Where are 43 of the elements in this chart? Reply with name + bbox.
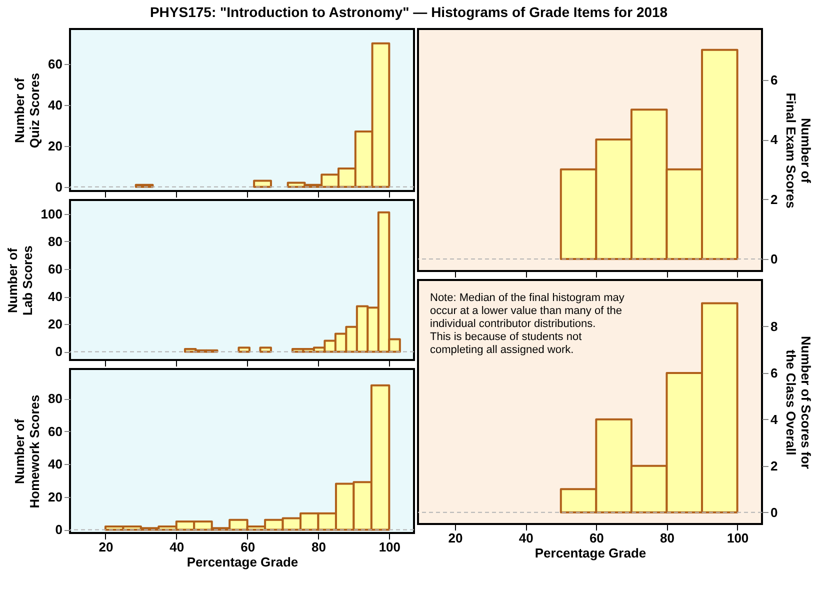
y-tick-label: 80 <box>48 234 62 249</box>
y-axis-title: Number of Quiz Scores <box>12 72 42 148</box>
x-tick-label: 80 <box>312 540 326 554</box>
y2-tick-label: 0 <box>770 252 778 267</box>
y2-tick-label: 4 <box>770 132 778 148</box>
y2-axis-title: Number of Final Exam Scores <box>784 92 814 208</box>
y-tick-label: 40 <box>48 97 62 112</box>
y2-tick-label: 8 <box>770 318 778 334</box>
y2-tick-label: 4 <box>770 412 778 427</box>
chart-title: PHYS175: "Introduction to Astronomy" — Histograms of Grade Items for 2018 <box>150 4 668 20</box>
x-axis-title: Percentage Grade <box>186 554 298 570</box>
y2-axis-title: Number of Scores for the Class Overall <box>784 336 814 469</box>
y-tick-label: 20 <box>48 489 62 504</box>
x-tick-label: 100 <box>726 530 749 546</box>
y-tick-label: 0 <box>55 344 62 360</box>
y2-tick-label: 2 <box>770 458 778 474</box>
y-tick-label: 60 <box>48 261 62 276</box>
y2-tick-label: 6 <box>770 365 778 380</box>
y2-tick-label: 2 <box>770 192 778 207</box>
x-tick-label: 40 <box>518 530 534 546</box>
y-tick-label: 0 <box>55 522 62 538</box>
y-tick-label: 0 <box>55 179 62 194</box>
x-tick-label: 20 <box>98 540 114 554</box>
y-tick-label: 60 <box>48 56 62 72</box>
y-tick-label: 20 <box>48 316 62 332</box>
x-tick-label: 20 <box>448 530 463 546</box>
y-tick-label: 40 <box>48 456 62 472</box>
y-tick-label: 40 <box>48 289 62 304</box>
x-tick-label: 80 <box>660 530 674 546</box>
y-tick-label: 60 <box>48 424 62 439</box>
annotation: Note: Median of the final histogram may occur at a lower value than many of the individual contributor distributions. This is because of students not completing all assigned work. <box>430 292 625 356</box>
x-tick-label: 60 <box>589 530 604 546</box>
x-tick-label: 100 <box>378 540 401 554</box>
y2-tick-label: 6 <box>770 72 778 88</box>
x-axis-title: Percentage Grade <box>534 546 646 560</box>
x-tick-label: 40 <box>170 540 184 554</box>
y-tick-label: 80 <box>48 391 62 406</box>
y-tick-label: 20 <box>48 138 62 154</box>
y2-tick-label: 0 <box>770 504 778 520</box>
y-tick-label: 100 <box>40 206 62 222</box>
y-axis-title: Number of Homework Scores <box>12 394 42 508</box>
x-tick-label: 60 <box>240 540 256 554</box>
y-axis-title: Number of Lab Scores <box>4 245 35 316</box>
